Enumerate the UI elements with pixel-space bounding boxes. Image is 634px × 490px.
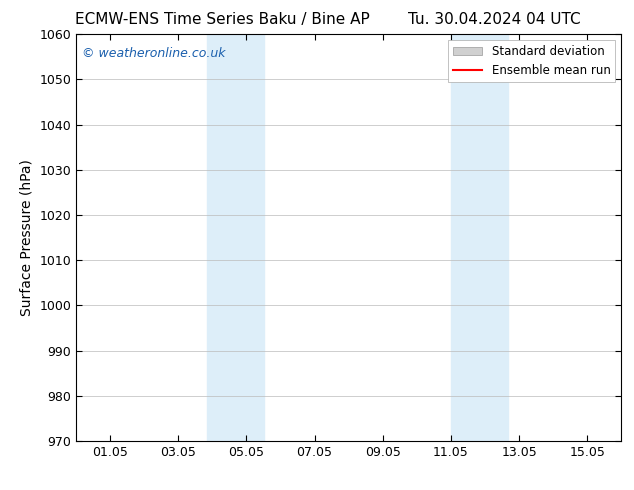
Text: Tu. 30.04.2024 04 UTC: Tu. 30.04.2024 04 UTC xyxy=(408,12,581,27)
Bar xyxy=(207,34,264,441)
Legend: Standard deviation, Ensemble mean run: Standard deviation, Ensemble mean run xyxy=(448,40,616,81)
Y-axis label: Surface Pressure (hPa): Surface Pressure (hPa) xyxy=(20,159,34,316)
Bar xyxy=(451,34,508,441)
Text: © weatheronline.co.uk: © weatheronline.co.uk xyxy=(82,47,225,59)
Text: ECMW-ENS Time Series Baku / Bine AP: ECMW-ENS Time Series Baku / Bine AP xyxy=(75,12,369,27)
